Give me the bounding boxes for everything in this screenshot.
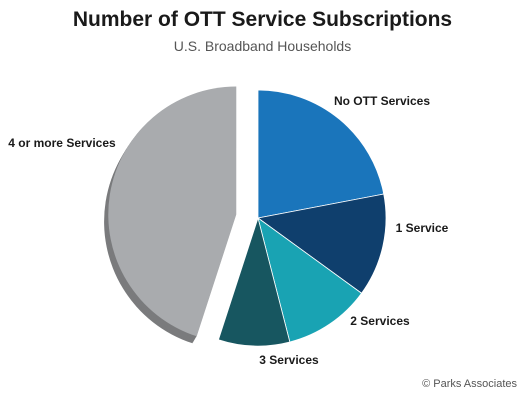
slice-label-4-or-more-services: 4 or more Services xyxy=(8,136,116,150)
chart-subtitle: U.S. Broadband Households xyxy=(173,38,352,54)
pie-slice-1-service xyxy=(257,193,387,294)
pie-slice-2-services xyxy=(257,217,363,343)
chart-title: Number of OTT Service Subscriptions xyxy=(72,8,453,31)
slice-label-2-services: 2 Services xyxy=(350,314,410,328)
pie-slice-no-ott-services xyxy=(257,89,385,219)
pie-slice-4-or-more-services xyxy=(108,86,237,337)
slice-layer xyxy=(108,86,387,347)
copyright-notice: © Parks Associates xyxy=(422,378,517,390)
pie-slice-3-services xyxy=(217,216,291,347)
slice-label-no-ott-services: No OTT Services xyxy=(334,94,430,108)
slice-label-3-services: 3 Services xyxy=(259,353,319,367)
slice-label-1-service: 1 Service xyxy=(396,221,449,235)
label-layer: No OTT Services 1 Service 2 Services 3 Serv… xyxy=(8,94,448,367)
